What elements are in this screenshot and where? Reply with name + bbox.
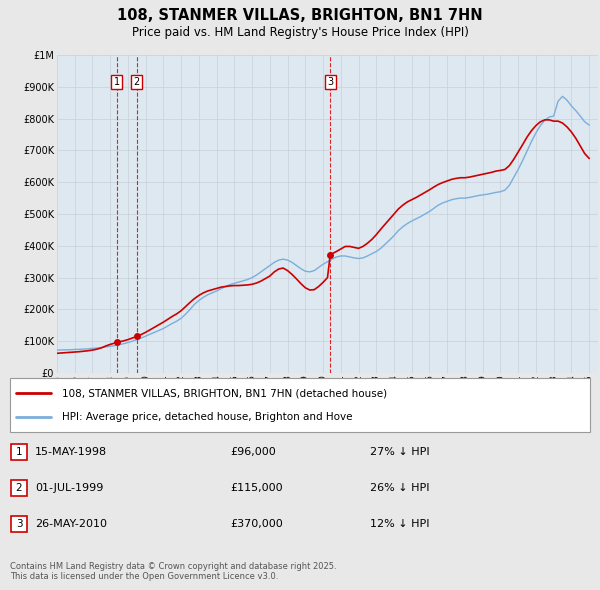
Text: Price paid vs. HM Land Registry's House Price Index (HPI): Price paid vs. HM Land Registry's House …	[131, 26, 469, 39]
Text: 27% ↓ HPI: 27% ↓ HPI	[370, 447, 430, 457]
FancyBboxPatch shape	[11, 480, 27, 496]
Text: 12% ↓ HPI: 12% ↓ HPI	[370, 519, 430, 529]
Text: 26% ↓ HPI: 26% ↓ HPI	[370, 483, 430, 493]
Text: 108, STANMER VILLAS, BRIGHTON, BN1 7HN (detached house): 108, STANMER VILLAS, BRIGHTON, BN1 7HN (…	[62, 388, 388, 398]
Text: £370,000: £370,000	[230, 519, 283, 529]
Text: £115,000: £115,000	[230, 483, 283, 493]
Text: 26-MAY-2010: 26-MAY-2010	[35, 519, 107, 529]
Text: Contains HM Land Registry data © Crown copyright and database right 2025.
This d: Contains HM Land Registry data © Crown c…	[10, 562, 337, 581]
FancyBboxPatch shape	[11, 444, 27, 460]
Text: HPI: Average price, detached house, Brighton and Hove: HPI: Average price, detached house, Brig…	[62, 412, 353, 422]
Text: 01-JUL-1999: 01-JUL-1999	[35, 483, 103, 493]
Text: 15-MAY-1998: 15-MAY-1998	[35, 447, 107, 457]
Text: £96,000: £96,000	[230, 447, 276, 457]
Text: 3: 3	[16, 519, 22, 529]
Text: 1: 1	[16, 447, 22, 457]
Text: 3: 3	[327, 77, 333, 87]
Text: 1: 1	[114, 77, 120, 87]
FancyBboxPatch shape	[10, 378, 590, 432]
Text: 2: 2	[16, 483, 22, 493]
Text: 108, STANMER VILLAS, BRIGHTON, BN1 7HN: 108, STANMER VILLAS, BRIGHTON, BN1 7HN	[117, 8, 483, 23]
FancyBboxPatch shape	[11, 516, 27, 532]
Text: 2: 2	[134, 77, 140, 87]
